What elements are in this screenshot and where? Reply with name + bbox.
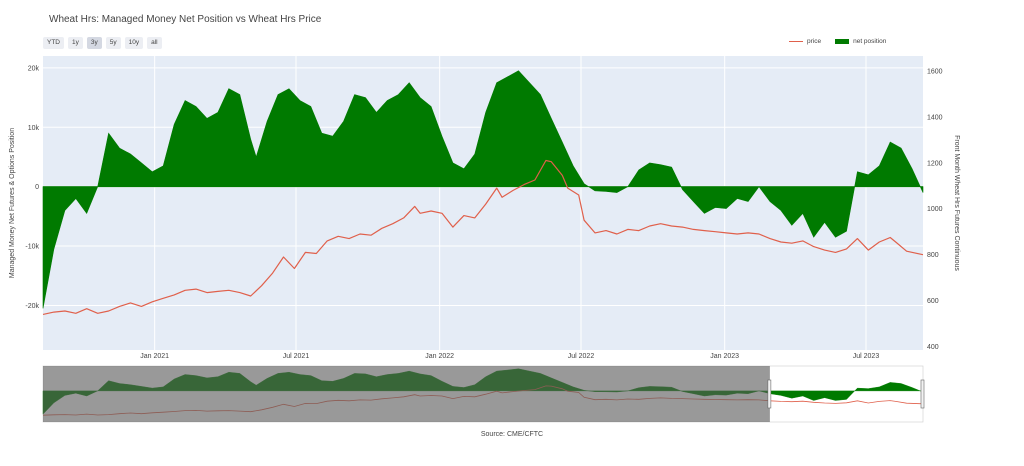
net-position-series — [42, 70, 924, 309]
net-position-area[interactable] — [42, 70, 924, 309]
legend-net-label[interactable]: net position — [853, 38, 887, 45]
range-slider-handle-right[interactable] — [920, 379, 925, 409]
legend-net-swatch[interactable] — [835, 39, 850, 44]
axes: 20k 10k 0 -10k -20k Jan 2021 Jul 2021 Jan 2022 J… — [9, 65, 960, 360]
x-tick-label: Jul 2023 — [853, 353, 880, 360]
y-right-tick-label: 1600 — [927, 68, 943, 75]
y-right-tick-label: 400 — [927, 344, 939, 351]
range-slider-mask — [43, 366, 770, 422]
range-button-5y[interactable]: 5y — [105, 37, 121, 49]
y-right-tick-label: 600 — [927, 298, 939, 305]
y-left-tick-label: -10k — [25, 244, 39, 251]
price-series — [42, 159, 924, 315]
range-slider-handle-left[interactable] — [767, 379, 772, 409]
x-tick-label: Jul 2021 — [283, 353, 310, 360]
range-button-ytd[interactable]: YTD — [43, 37, 64, 49]
y-left-tick-label: 10k — [28, 125, 40, 132]
x-tick-label: Jul 2022 — [568, 353, 595, 360]
y-right-tick-label: 1400 — [927, 114, 943, 121]
y-left-tick-label: -20k — [25, 303, 39, 310]
legend-price-swatch[interactable] — [789, 41, 803, 42]
range-slider[interactable] — [42, 365, 925, 423]
y-left-tick-label: 20k — [28, 65, 40, 72]
price-line[interactable] — [42, 159, 924, 315]
x-tick-label: Jan 2022 — [425, 353, 454, 360]
chart-title: Wheat Hrs: Managed Money Net Position vs… — [49, 14, 322, 25]
source-note: Source: CME/CFTC — [480, 431, 544, 438]
range-button-all[interactable]: all — [147, 37, 162, 49]
y-left-axis-title: Managed Money Net Futures & Options Posi… — [9, 128, 16, 278]
y-right-tick-label: 800 — [927, 252, 939, 259]
chart-legend: price net position — [789, 38, 886, 45]
y-right-axis-title: Front Month Wheat Hrs Futures Continuous — [953, 135, 960, 271]
x-tick-label: Jan 2021 — [140, 353, 169, 360]
y-right-tick-label: 1000 — [927, 206, 943, 213]
range-button-10y[interactable]: 10y — [124, 37, 144, 49]
y-right-tick-label: 1200 — [927, 160, 943, 167]
range-selector: YTD 1y 3y 5y 10y all — [43, 37, 162, 49]
legend-price-label[interactable]: price — [807, 38, 822, 45]
y-left-tick-label: 0 — [35, 184, 39, 191]
range-button-1y[interactable]: 1y — [68, 37, 83, 49]
range-button-3y[interactable]: 3y — [86, 37, 102, 49]
x-tick-label: Jan 2023 — [710, 353, 739, 360]
